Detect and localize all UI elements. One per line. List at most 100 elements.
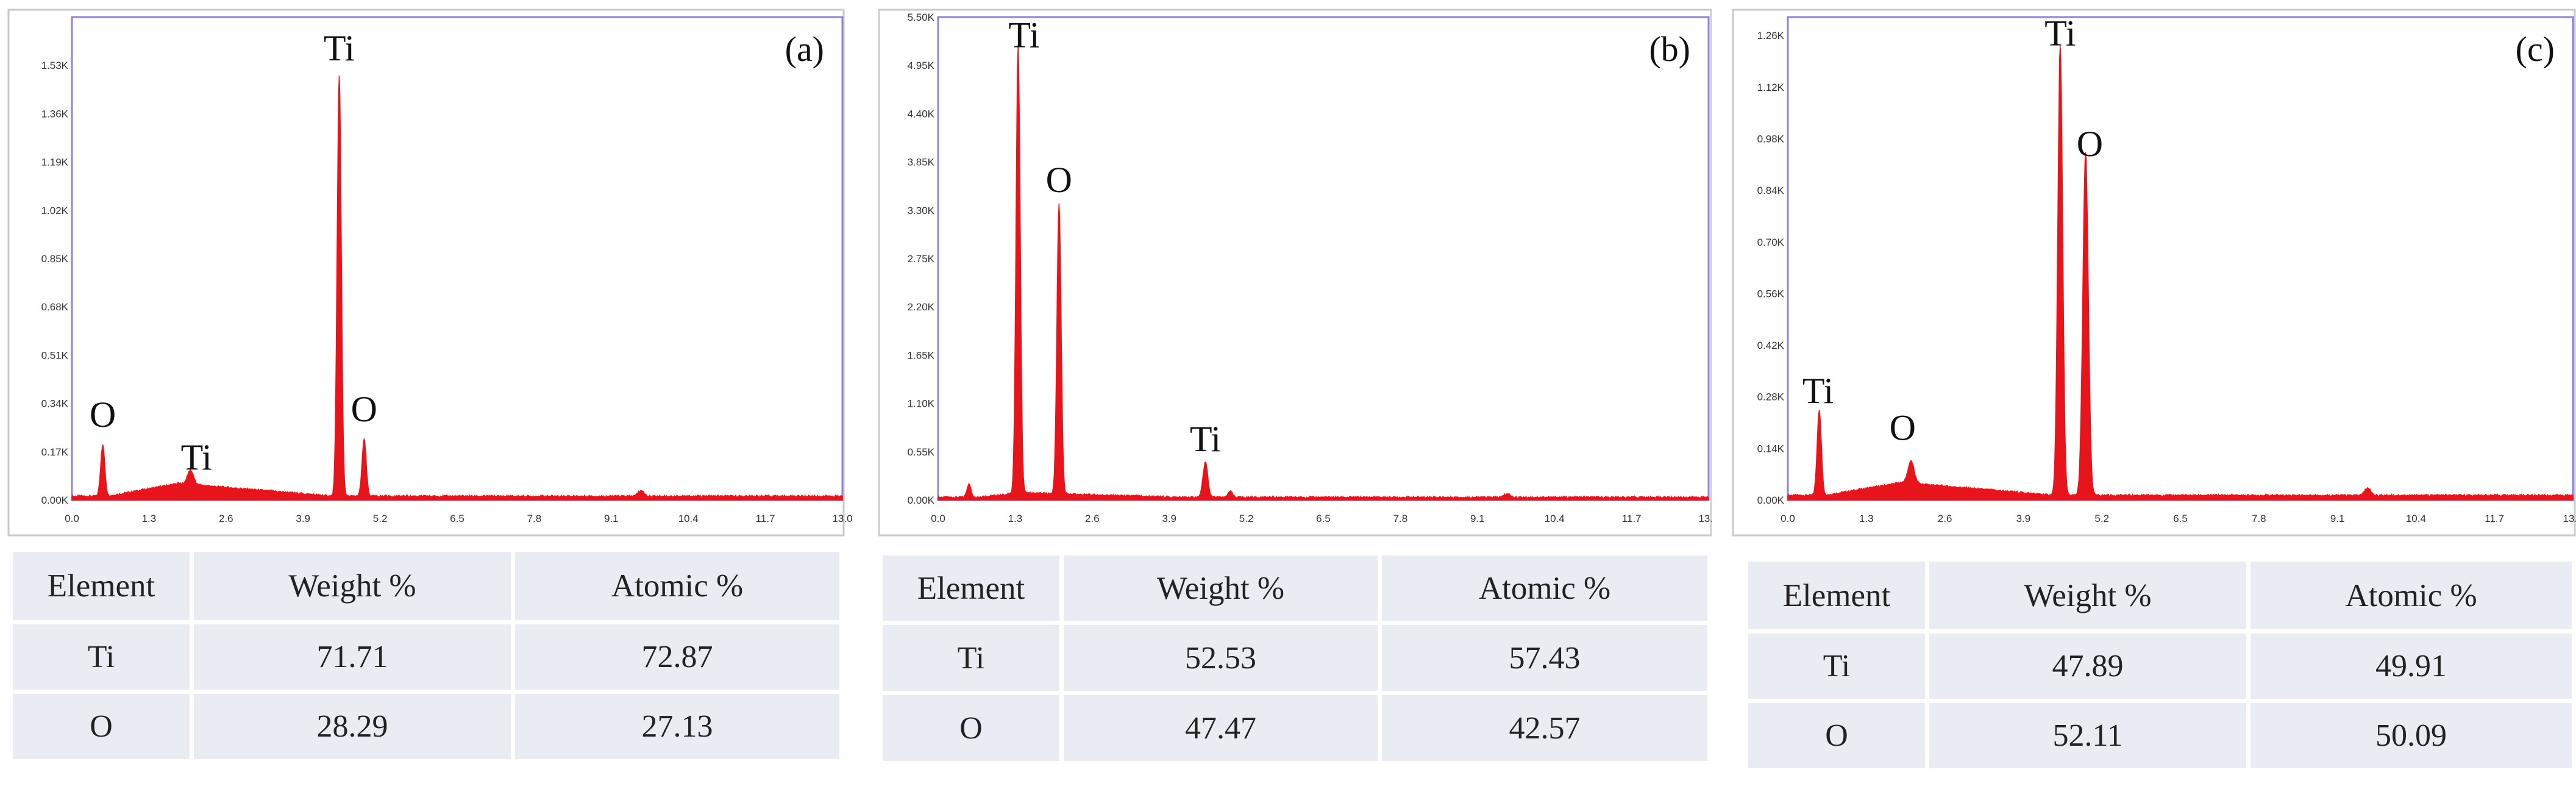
table-header-row: Element Weight % Atomic % (1748, 562, 2572, 629)
y-tick-label: 3.85K (908, 157, 935, 168)
y-tick-label: 1.02K (41, 205, 69, 216)
cell-weight: 52.11 (1929, 703, 2246, 768)
y-tick-label: 1.10K (908, 398, 935, 410)
x-tick-label: 3.9 (1162, 513, 1176, 524)
peak-label: Ti (1008, 15, 1039, 55)
header-weight: Weight % (1929, 562, 2246, 629)
composition-table-a: Element Weight % Atomic % Ti 71.71 72.87… (9, 548, 844, 763)
y-tick-label: 0.51K (41, 349, 69, 361)
x-tick-label: 1.3 (1008, 513, 1023, 524)
cell-element: O (1748, 703, 1925, 768)
y-tick-label: 1.65K (908, 349, 935, 361)
x-tick-label: 10.4 (1545, 513, 1565, 524)
plot-area (937, 16, 1710, 501)
cell-atomic: 27.13 (515, 694, 839, 759)
spectrum-series (938, 45, 1709, 501)
table-row: O 28.29 27.13 (13, 694, 839, 759)
y-tick-label: 0.42K (1757, 340, 1785, 351)
y-tick-label: 0.14K (1757, 443, 1785, 454)
y-tick-label: 1.26K (1757, 30, 1785, 41)
composition-table-c: Element Weight % Atomic % Ti 47.89 49.91… (1744, 557, 2576, 773)
x-tick-label: 2.6 (1085, 513, 1100, 524)
x-tick-label: 5.2 (1239, 513, 1254, 524)
table-row: O 52.11 50.09 (1748, 703, 2572, 768)
x-tick-label: 3.9 (296, 513, 310, 524)
y-tick-label: 0.85K (41, 253, 69, 265)
x-tick-label: 5.2 (2094, 513, 2109, 524)
y-tick-label: 2.20K (908, 301, 935, 313)
spectrum-c-svg: 0.00K 0.14K 0.28K 0.42K 0.56K 0.70K 0.84K 0.98K… (1732, 9, 2576, 537)
y-tick-label: 4.95K (908, 60, 935, 71)
spectrum-a-svg: 0.00K 0.17K 0.34K 0.51K 0.68K 0.85K 1.02K 1.19K… (7, 9, 853, 537)
cell-element: O (883, 695, 1059, 761)
x-tick-label: 2.6 (219, 513, 233, 524)
peak-label: O (351, 389, 377, 429)
cell-weight: 47.89 (1929, 634, 2246, 699)
cell-element: Ti (1748, 634, 1925, 699)
header-weight: Weight % (194, 552, 511, 620)
cell-weight: 47.47 (1064, 695, 1378, 761)
plot-area (71, 16, 844, 501)
panel-a: 0.00K 0.17K 0.34K 0.51K 0.68K 0.85K 1.02K 1.19K… (0, 0, 855, 800)
cell-atomic: 42.57 (1382, 695, 1707, 761)
eds-spectrum-c: 0.00K 0.14K 0.28K 0.42K 0.56K 0.70K 0.84K 0.98K… (1732, 0, 2576, 543)
table-row: Ti 52.53 57.43 (883, 625, 1707, 691)
peak-label: O (90, 395, 116, 435)
y-tick-label: 1.12K (1757, 82, 1785, 93)
x-tick-label: 3.9 (2016, 513, 2031, 524)
header-element: Element (883, 555, 1059, 621)
header-atomic: Atomic % (1382, 555, 1707, 621)
x-tick-label: 7.8 (1393, 513, 1408, 524)
x-tick-label: 5.2 (373, 513, 388, 524)
x-tick-label: 2.6 (1938, 513, 1952, 524)
header-atomic: Atomic % (2250, 562, 2572, 629)
spectrum-series (1787, 45, 2574, 501)
y-tick-label: 0.17K (41, 446, 69, 458)
peak-label: O (1890, 407, 1916, 448)
y-tick-label: 4.40K (908, 108, 935, 120)
x-tick-label: 6.5 (2173, 513, 2188, 524)
x-tick-label: 9.1 (2330, 513, 2345, 524)
cell-atomic: 49.91 (2250, 634, 2572, 699)
peak-label: Ti (1802, 371, 1834, 411)
cell-atomic: 50.09 (2250, 703, 2572, 768)
y-tick-label: 0.68K (41, 301, 69, 313)
eds-spectrum-a: 0.00K 0.17K 0.34K 0.51K 0.68K 0.85K 1.02K 1.19K… (0, 0, 855, 543)
header-element: Element (13, 552, 190, 620)
table-row: Ti 47.89 49.91 (1748, 634, 2572, 699)
y-tick-label: 0.84K (1757, 185, 1785, 196)
panel-b: 0.00K 0.55K 1.10K 1.65K 2.20K 2.75K 3.30K 3.85K… (878, 0, 1712, 800)
table-row: O 47.47 42.57 (883, 695, 1707, 761)
x-tick-label: 9.1 (1470, 513, 1485, 524)
plot-area (1787, 16, 2574, 501)
panel-label: (c) (2516, 29, 2555, 69)
panel-c: 0.00K 0.14K 0.28K 0.42K 0.56K 0.70K 0.84K 0.98K… (1732, 0, 2576, 800)
x-tick-label: 0.0 (931, 513, 945, 524)
x-tick-label: 10.4 (2406, 513, 2426, 524)
y-tick-label: 0.00K (908, 495, 935, 506)
x-tick-label: 11.7 (1622, 513, 1642, 524)
table-header-row: Element Weight % Atomic % (883, 555, 1707, 621)
x-tick-label: 13.0 (1698, 513, 1712, 524)
x-tick-label: 1.3 (1859, 513, 1874, 524)
y-tick-label: 0.00K (1757, 495, 1785, 506)
x-tick-label: 13.0 (832, 513, 852, 524)
table-row: Ti 71.71 72.87 (13, 624, 839, 690)
x-tick-label: 7.8 (527, 513, 542, 524)
y-tick-label: 2.75K (908, 253, 935, 265)
peak-label: Ti (2044, 13, 2076, 53)
y-tick-label: 0.56K (1757, 288, 1785, 299)
x-tick-label: 11.7 (2485, 513, 2504, 524)
spectrum-series (71, 76, 843, 501)
y-tick-label: 5.50K (908, 12, 935, 23)
x-tick-label: 0.0 (1781, 513, 1795, 524)
eds-spectrum-b: 0.00K 0.55K 1.10K 1.65K 2.20K 2.75K 3.30K 3.85K… (878, 0, 1712, 543)
y-tick-label: 0.55K (908, 446, 935, 458)
x-tick-label: 11.7 (756, 513, 775, 524)
cell-weight: 28.29 (194, 694, 511, 759)
cell-element: Ti (883, 625, 1059, 691)
peak-label: O (2077, 124, 2103, 164)
y-tick-label: 0.70K (1757, 237, 1785, 248)
table-header-row: Element Weight % Atomic % (13, 552, 839, 620)
spectrum-b-svg: 0.00K 0.55K 1.10K 1.65K 2.20K 2.75K 3.30K 3.85K… (878, 9, 1712, 537)
